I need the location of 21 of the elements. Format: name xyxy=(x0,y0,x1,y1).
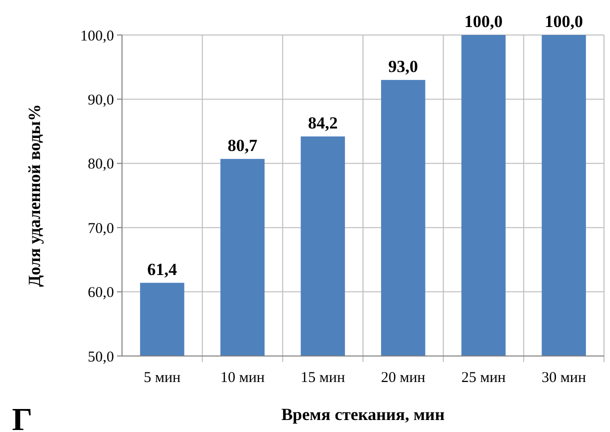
y-tick-label: 80,0 xyxy=(88,156,114,173)
y-axis-title: Доля удаленной воды% xyxy=(25,104,44,287)
data-label: 61,4 xyxy=(147,260,178,279)
x-tick-label: 30 мин xyxy=(542,370,586,386)
x-tick-label: 25 мин xyxy=(461,370,506,386)
y-tick-label: 100,0 xyxy=(80,28,114,44)
y-tick-label: 70,0 xyxy=(88,220,114,237)
data-label: 100,0 xyxy=(544,12,583,31)
data-label: 93,0 xyxy=(388,56,418,76)
data-label: 100,0 xyxy=(464,12,503,31)
x-tick-label: 20 мин xyxy=(381,370,426,386)
y-tick-label: 90,0 xyxy=(88,92,114,108)
data-label: 80,7 xyxy=(228,136,258,155)
data-label: 84,2 xyxy=(308,113,338,132)
x-axis-title: Время стекания, мин xyxy=(281,405,445,424)
y-tick-label: 60,0 xyxy=(88,285,114,302)
text: Г xyxy=(12,401,32,432)
x-tick-label: 15 мин xyxy=(300,370,345,386)
x-tick-label: 5 мин xyxy=(144,370,181,386)
y-tick-label: 50,0 xyxy=(88,349,114,366)
x-tick-label: 10 мин xyxy=(220,370,265,386)
